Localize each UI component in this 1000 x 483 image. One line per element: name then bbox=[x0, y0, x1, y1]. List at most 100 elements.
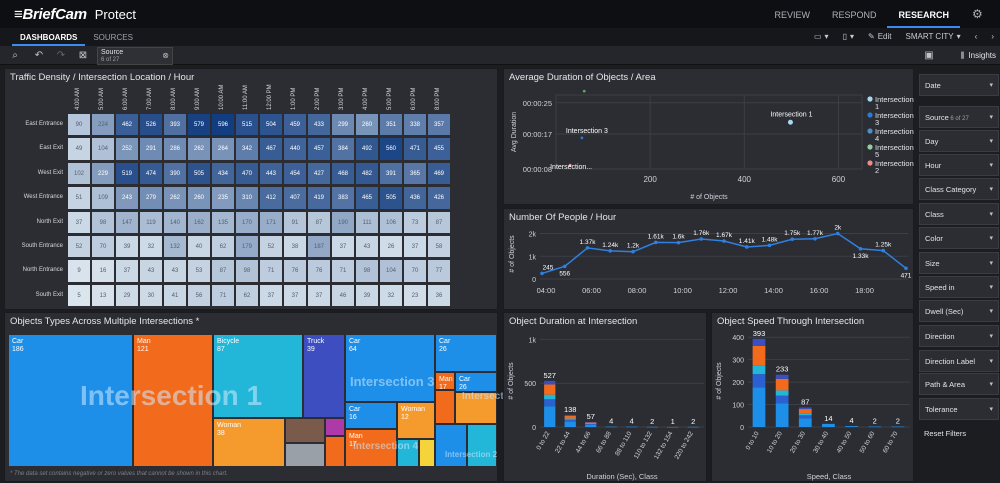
treemap-tile[interactable]: Woman 38 bbox=[213, 418, 285, 467]
screen-menu-button[interactable]: ▭ ▾ bbox=[808, 29, 835, 45]
bar[interactable] bbox=[564, 414, 576, 416]
bar[interactable] bbox=[798, 413, 812, 416]
treemap-tile[interactable]: Man 121 bbox=[133, 334, 213, 467]
filter-class[interactable]: Class ▾ bbox=[919, 203, 999, 225]
people-point[interactable] bbox=[722, 239, 726, 243]
clear-selection-icon[interactable]: ⊠ bbox=[78, 50, 88, 61]
bookmark-menu-button[interactable]: ▯ ▾ bbox=[837, 29, 860, 45]
people-point[interactable] bbox=[676, 240, 681, 245]
source-filter-chip[interactable]: Source 6 of 27 ⊗ bbox=[97, 47, 173, 65]
bar[interactable] bbox=[775, 403, 789, 427]
people-point[interactable] bbox=[881, 248, 886, 253]
bar[interactable] bbox=[775, 395, 789, 404]
tab-dashboards[interactable]: DASHBOARDS bbox=[12, 28, 86, 46]
tab-sources[interactable]: SOURCES bbox=[93, 33, 133, 42]
people-point[interactable] bbox=[540, 271, 544, 276]
bar[interactable] bbox=[564, 419, 576, 422]
bar[interactable] bbox=[752, 345, 766, 366]
location-select[interactable]: SMART CITY ▾ bbox=[899, 29, 966, 45]
bar[interactable] bbox=[752, 338, 766, 346]
filter-direction-label[interactable]: Direction Label ▾ bbox=[919, 350, 999, 372]
bar[interactable] bbox=[868, 426, 882, 428]
people-point[interactable] bbox=[744, 245, 749, 249]
bar[interactable] bbox=[798, 415, 812, 419]
next-button[interactable]: › bbox=[985, 29, 1000, 45]
nav-respond[interactable]: RESPOND bbox=[831, 10, 877, 20]
bar[interactable] bbox=[798, 409, 812, 414]
bar[interactable] bbox=[585, 424, 597, 425]
bar[interactable] bbox=[544, 399, 556, 407]
people-point[interactable] bbox=[608, 249, 613, 253]
scatter-point[interactable] bbox=[582, 89, 586, 93]
filter-size[interactable]: Size ▾ bbox=[919, 252, 999, 274]
people-point[interactable] bbox=[858, 246, 863, 251]
treemap-tile[interactable]: Car 64 bbox=[345, 334, 435, 402]
gear-icon[interactable]: ⚙ bbox=[972, 7, 983, 21]
nav-research[interactable]: RESEARCH bbox=[887, 0, 960, 28]
bar[interactable] bbox=[775, 378, 789, 391]
bar[interactable] bbox=[752, 365, 766, 375]
filter-direction[interactable]: Direction ▾ bbox=[919, 325, 999, 347]
insights-button[interactable]: ⫼ Insights bbox=[961, 47, 996, 64]
bar[interactable] bbox=[585, 422, 597, 423]
bar[interactable] bbox=[564, 418, 576, 420]
people-point[interactable] bbox=[562, 264, 567, 269]
filter-dwell-sec-[interactable]: Dwell (Sec) ▾ bbox=[919, 300, 999, 322]
treemap-tile[interactable]: Car 186 bbox=[8, 334, 133, 467]
undo-icon[interactable]: ↶ bbox=[34, 50, 44, 61]
people-point[interactable] bbox=[653, 240, 658, 245]
filter-reset-filters[interactable]: Reset Filters bbox=[919, 423, 999, 445]
people-point[interactable] bbox=[813, 236, 817, 241]
bar[interactable] bbox=[585, 424, 597, 427]
bar[interactable] bbox=[646, 426, 658, 428]
filter-speed-in[interactable]: Speed in ▾ bbox=[919, 276, 999, 298]
treemap-tile[interactable]: Man 17 bbox=[345, 429, 397, 467]
bar[interactable] bbox=[544, 406, 556, 427]
treemap-tile[interactable]: Woman 12 bbox=[397, 402, 435, 439]
treemap-tile[interactable]: Truck 39 bbox=[303, 334, 345, 418]
scatter-point[interactable] bbox=[580, 136, 584, 140]
bar[interactable] bbox=[544, 384, 556, 395]
scatter-point[interactable] bbox=[787, 119, 793, 125]
bar[interactable] bbox=[585, 422, 597, 424]
nav-review[interactable]: REVIEW bbox=[774, 10, 810, 20]
bar[interactable] bbox=[752, 387, 766, 427]
bar[interactable] bbox=[626, 426, 638, 428]
bar[interactable] bbox=[585, 423, 597, 425]
bar[interactable] bbox=[667, 426, 679, 428]
filter-day[interactable]: Day ▾ bbox=[919, 130, 999, 152]
filter-source[interactable]: Source 6 of 27 ▾ bbox=[919, 106, 999, 128]
bar[interactable] bbox=[775, 374, 789, 379]
bar[interactable] bbox=[775, 390, 789, 396]
filter-date[interactable]: Date ▾ bbox=[919, 74, 999, 96]
bar[interactable] bbox=[564, 415, 576, 419]
people-point[interactable] bbox=[790, 237, 795, 242]
treemap-tile[interactable]: Bicycle 87 bbox=[213, 334, 303, 418]
filter-tolerance[interactable]: Tolerance ▾ bbox=[919, 398, 999, 420]
filter-class-category[interactable]: Class Category ▾ bbox=[919, 178, 999, 200]
bar[interactable] bbox=[544, 394, 556, 400]
scatter-point[interactable] bbox=[568, 163, 572, 167]
bar[interactable] bbox=[564, 421, 576, 427]
screenshot-icon[interactable]: ▣ bbox=[924, 50, 934, 61]
bar[interactable] bbox=[752, 374, 766, 388]
bar[interactable] bbox=[798, 418, 812, 427]
people-point[interactable] bbox=[767, 243, 772, 248]
people-point[interactable] bbox=[835, 231, 840, 236]
treemap-tile[interactable]: Car 16 bbox=[345, 402, 397, 429]
treemap-tile[interactable]: Car 26 bbox=[455, 372, 497, 392]
filter-path-area[interactable]: Path & Area ▾ bbox=[919, 373, 999, 395]
zoom-select-icon[interactable]: ⌕ bbox=[12, 50, 18, 61]
people-point[interactable] bbox=[904, 266, 908, 271]
treemap-tile[interactable]: Car 26 bbox=[435, 334, 497, 372]
bar[interactable] bbox=[822, 423, 835, 427]
filter-hour[interactable]: Hour ▾ bbox=[919, 154, 999, 176]
bar[interactable] bbox=[687, 426, 699, 428]
redo-icon[interactable]: ↷ bbox=[56, 50, 66, 61]
filter-color[interactable]: Color ▾ bbox=[919, 227, 999, 249]
bar[interactable] bbox=[798, 407, 812, 410]
bar[interactable] bbox=[845, 426, 858, 427]
people-point[interactable] bbox=[631, 249, 635, 254]
bar[interactable] bbox=[891, 426, 905, 428]
bar[interactable] bbox=[605, 426, 617, 428]
